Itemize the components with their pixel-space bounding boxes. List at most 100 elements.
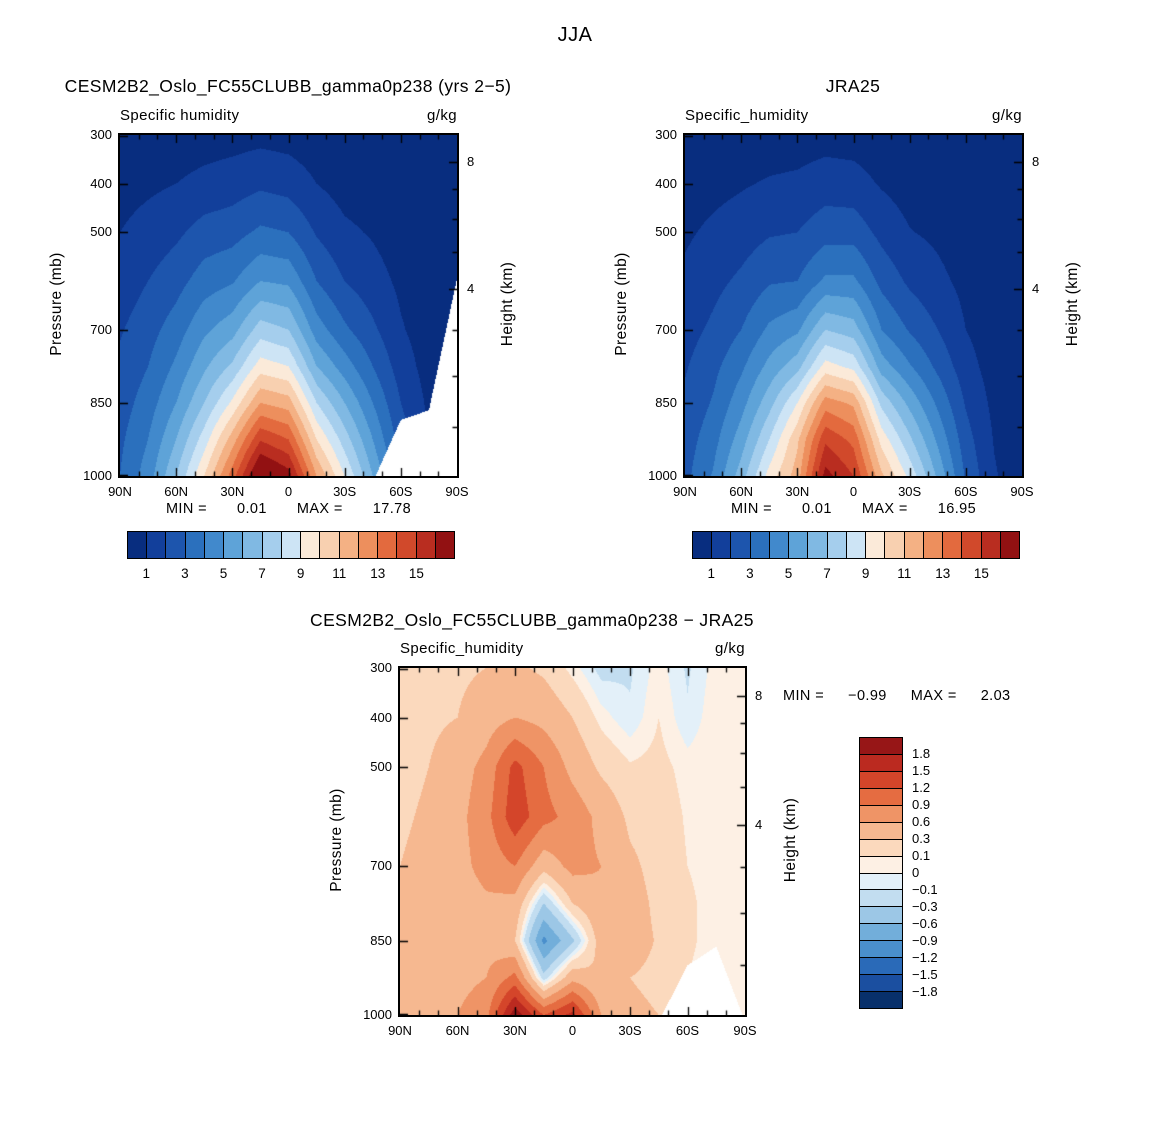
y-tick-label: 850 xyxy=(90,394,112,410)
min-value: −0.99 xyxy=(848,688,887,704)
y-tick-label: 850 xyxy=(655,394,677,410)
height-tick-label: 4 xyxy=(1032,280,1040,296)
height-tick-label: 8 xyxy=(1032,154,1040,170)
colorbar-cell xyxy=(749,531,770,559)
colorbar-cell xyxy=(338,531,359,559)
season-title: JJA xyxy=(557,24,593,46)
colorbar-tick-label: 15 xyxy=(973,566,989,581)
y-tick-label: 1000 xyxy=(648,468,677,483)
max-label: MAX = xyxy=(296,501,343,517)
colorbar-cell xyxy=(711,531,732,559)
colorbar-cell xyxy=(999,531,1020,559)
colorbar-cell xyxy=(859,872,903,891)
diff-colorbar xyxy=(859,737,903,1009)
colorbar-cell xyxy=(859,991,903,1009)
colorbar-cell xyxy=(203,531,225,559)
min-value: 0.01 xyxy=(802,501,832,517)
x-tick-label: 30N xyxy=(220,484,245,499)
y-tick-label: 700 xyxy=(655,321,677,337)
colorbar-tick-label: 7 xyxy=(823,566,831,581)
min-label: MIN = xyxy=(165,501,208,517)
y-tick-label: 500 xyxy=(370,759,392,775)
panel-model-plot xyxy=(118,133,459,478)
colorbar-cell xyxy=(859,906,903,925)
x-tick-label: 30N xyxy=(785,484,810,499)
colorbar-cell xyxy=(980,531,1001,559)
colorbar-tick-label: 0 xyxy=(912,865,920,880)
model-contour-canvas xyxy=(120,135,457,476)
min-value: 0.01 xyxy=(237,501,267,517)
colorbar-cell xyxy=(922,531,944,559)
x-tick-label: 90S xyxy=(445,484,469,499)
height-tick-label: 4 xyxy=(755,816,763,832)
colorbar-tick-label: 15 xyxy=(408,566,424,581)
colorbar-cell xyxy=(434,531,455,559)
colorbar-cell xyxy=(415,531,436,559)
colorbar-cell xyxy=(223,531,244,559)
height-tick-label: 4 xyxy=(467,280,475,296)
min-label: MIN = xyxy=(730,501,773,517)
colorbar-tick-label: −1.8 xyxy=(912,984,938,999)
diff-contour-canvas xyxy=(400,668,745,1015)
colorbar-cell xyxy=(788,531,809,559)
colorbar-cell xyxy=(961,531,982,559)
colorbar-cell xyxy=(146,531,167,559)
colorbar-tick-label: 7 xyxy=(258,566,266,581)
jra-colorbar xyxy=(692,531,1020,559)
colorbar-cell xyxy=(768,531,790,559)
colorbar-tick-label: −0.6 xyxy=(912,916,938,931)
colorbar-tick-label: 0.1 xyxy=(912,848,931,863)
colorbar-cell xyxy=(859,855,903,874)
colorbar-tick-label: 3 xyxy=(746,566,754,581)
colorbar-tick-label: 11 xyxy=(897,566,912,581)
colorbar-cell xyxy=(300,531,321,559)
colorbar-cell xyxy=(942,531,963,559)
panel-diff-plot xyxy=(398,666,747,1017)
y-tick-label: 400 xyxy=(370,709,392,725)
colorbar-cell xyxy=(319,531,340,559)
colorbar-cell xyxy=(903,531,924,559)
x-tick-label: 90N xyxy=(108,484,132,499)
max-value: 2.03 xyxy=(980,688,1011,704)
y-tick-label: 400 xyxy=(90,175,112,191)
max-label: MAX = xyxy=(910,688,957,704)
max-value: 17.78 xyxy=(372,501,412,517)
panel-model-title: CESM2B2_Oslo_FC55CLUBB_gamma0p238 (yrs 2… xyxy=(64,76,512,96)
colorbar-cell xyxy=(859,753,903,772)
colorbar-tick-label: −1.2 xyxy=(912,950,938,965)
panel-jra-stats: MIN = 0.01 MAX = 16.95 xyxy=(685,501,1022,517)
colorbar-tick-label: 9 xyxy=(861,566,870,581)
panel-model-units-label: g/kg xyxy=(427,107,457,124)
colorbar-tick-label: −0.3 xyxy=(912,899,938,914)
colorbar-cell xyxy=(280,531,302,559)
panel-model-yaxis-title: Pressure (mb) xyxy=(48,252,65,356)
colorbar-cell xyxy=(859,821,903,840)
colorbar-tick-label: 3 xyxy=(181,566,189,581)
panel-jra-plot xyxy=(683,133,1024,478)
x-tick-label: 0 xyxy=(284,484,293,499)
colorbar-tick-label: −0.9 xyxy=(912,933,938,948)
x-tick-label: 60N xyxy=(445,1023,470,1038)
panel-diff-stats: MIN = −0.99 MAX = 2.03 xyxy=(783,688,1011,704)
panel-jra-field-label: Specific_humidity xyxy=(685,107,809,124)
x-tick-label: 90S xyxy=(1010,484,1034,499)
panel-jra-title: JRA25 xyxy=(825,76,881,96)
x-tick-label: 30S xyxy=(618,1023,642,1038)
panel-jra-yaxis-title: Pressure (mb) xyxy=(613,252,630,356)
y-tick-label: 850 xyxy=(370,932,392,948)
colorbar-tick-label: 1.2 xyxy=(912,780,931,795)
min-label: MIN = xyxy=(783,688,825,704)
colorbar-cell xyxy=(184,531,205,559)
colorbar-tick-label: 13 xyxy=(935,566,951,581)
colorbar-tick-label: 5 xyxy=(219,566,228,581)
panel-model-stats: MIN = 0.01 MAX = 17.78 xyxy=(120,501,457,517)
colorbar-cell xyxy=(692,531,713,559)
colorbar-cell xyxy=(859,737,903,755)
x-tick-label: 0 xyxy=(568,1023,577,1038)
y-tick-label: 300 xyxy=(370,660,392,675)
colorbar-tick-label: 5 xyxy=(784,566,793,581)
panel-diff-units-label: g/kg xyxy=(715,640,745,657)
x-tick-label: 30S xyxy=(333,484,357,499)
colorbar-cell xyxy=(730,531,751,559)
